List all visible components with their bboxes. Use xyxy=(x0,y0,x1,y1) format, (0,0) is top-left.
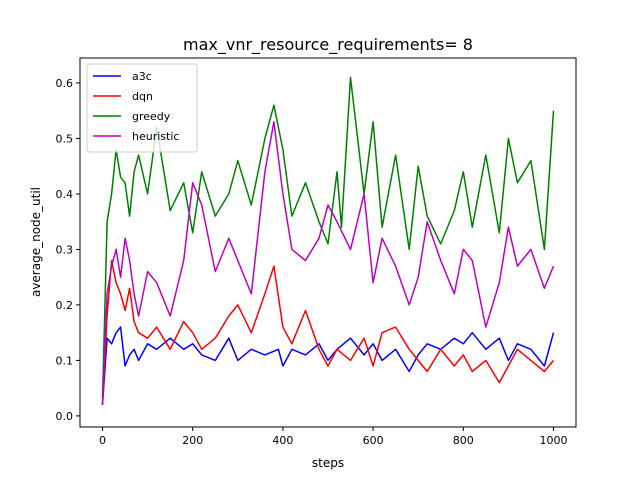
series-layer xyxy=(101,76,555,405)
y-tick-label: 0.3 xyxy=(56,243,74,256)
x-tick-label: 1000 xyxy=(539,434,567,447)
legend-box xyxy=(86,63,198,153)
series-line-a3c xyxy=(101,326,555,405)
plot-frame xyxy=(79,57,577,428)
legend-label-heuristic: heuristic xyxy=(132,130,179,143)
y-tick-label: 0.5 xyxy=(56,132,74,145)
y-tick-label: 0.4 xyxy=(56,188,74,201)
legend-label-a3c: a3c xyxy=(132,70,152,83)
x-tick-label: 200 xyxy=(182,434,203,447)
y-axis-ticks: 0.0 0.1 0.2 0.3 0.4 0.5 0.6 xyxy=(56,77,80,423)
legend-label-greedy: greedy xyxy=(132,110,171,123)
y-tick-label: 0.6 xyxy=(56,77,74,90)
x-tick-label: 0 xyxy=(99,434,106,447)
y-tick-label: 0.1 xyxy=(56,354,74,367)
x-tick-label: 600 xyxy=(363,434,384,447)
series-line-heuristic xyxy=(101,121,555,405)
x-axis-ticks: 0 200 400 600 800 1000 xyxy=(99,427,567,447)
y-tick-label: 0.2 xyxy=(56,299,74,312)
x-tick-label: 400 xyxy=(272,434,293,447)
legend-label-dqn: dqn xyxy=(132,90,153,103)
chart-title: max_vnr_resource_requirements= 8 xyxy=(183,35,473,55)
legend: a3c dqn greedy heuristic xyxy=(86,63,198,153)
series-line-greedy xyxy=(101,76,555,400)
y-axis-label: average_node_util xyxy=(29,187,43,297)
series-line-dqn xyxy=(101,259,555,405)
x-axis-label: steps xyxy=(312,456,344,470)
x-tick-label: 800 xyxy=(453,434,474,447)
y-tick-label: 0.0 xyxy=(56,410,74,423)
